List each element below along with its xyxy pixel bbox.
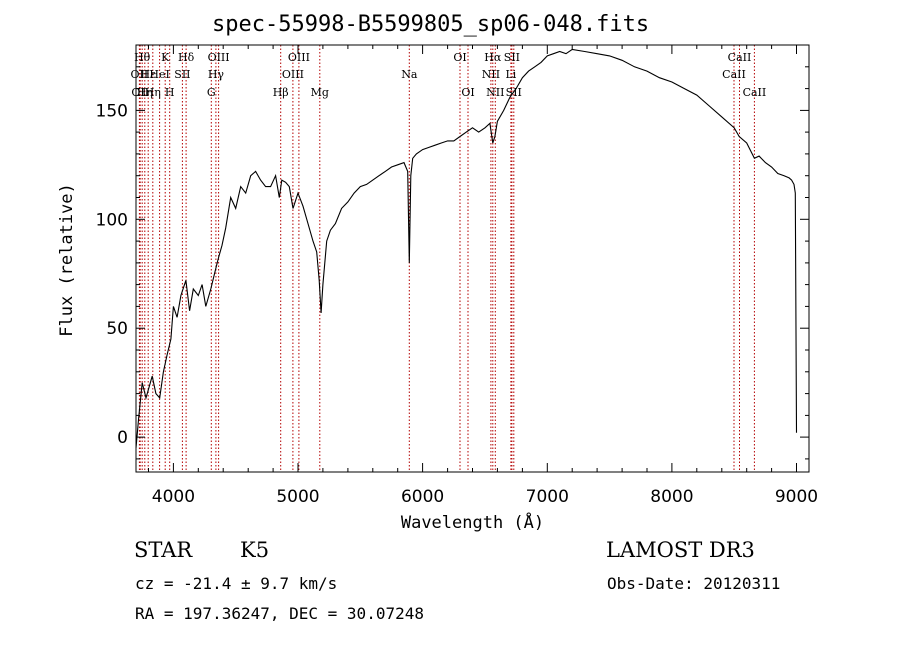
line-label: Hδ — [178, 51, 195, 64]
line-label: Na — [401, 68, 418, 81]
line-label: Mg — [311, 86, 329, 99]
line-label: OIII — [208, 51, 230, 64]
x-tick-label: 9000 — [775, 487, 818, 507]
line-label: Hθ — [134, 51, 151, 64]
chart-title: spec-55998-B5599805_sp06-048.fits — [212, 12, 650, 37]
y-tick-label: 0 — [117, 428, 128, 448]
x-tick-label: 8000 — [650, 487, 693, 507]
line-label: Li — [505, 68, 516, 81]
line-label: NII — [482, 68, 500, 81]
y-tick-label: 150 — [96, 101, 128, 121]
y-axis-label: Flux (relative) — [57, 183, 77, 337]
coordinates: RA = 197.36247, DEC = 30.07248 — [135, 604, 424, 623]
line-label: H — [165, 86, 175, 99]
line-label: Hη — [145, 86, 161, 99]
line-label: HeI — [149, 68, 169, 81]
x-tick-label: 4000 — [152, 487, 195, 507]
line-label: OIII — [282, 68, 304, 81]
x-tick-label: 7000 — [526, 487, 569, 507]
velocity-readout: cz = -21.4 ± 9.7 km/s — [135, 574, 338, 593]
line-label: CaII — [722, 68, 746, 81]
line-label: Hα — [484, 51, 502, 64]
line-label: G — [207, 86, 216, 99]
line-label: OI — [453, 51, 466, 64]
line-label: Hη — [137, 86, 153, 99]
class-label: STAR — [134, 538, 193, 562]
line-label: SII — [174, 68, 190, 81]
spectrum-line — [135, 48, 798, 449]
x-tick-label: 5000 — [276, 487, 319, 507]
line-label: NII — [486, 86, 504, 99]
line-label: CaII — [728, 51, 752, 64]
survey-label: LAMOST DR3 — [606, 538, 755, 562]
line-label: K — [161, 51, 170, 64]
line-label: Hε — [141, 68, 157, 81]
y-tick-label: 50 — [106, 319, 128, 339]
y-tick-label: 100 — [96, 210, 128, 230]
line-label: CaII — [743, 86, 767, 99]
line-label: OI — [461, 86, 474, 99]
x-tick-label: 6000 — [401, 487, 444, 507]
line-label: Hγ — [208, 68, 225, 81]
line-label: OIII — [288, 51, 310, 64]
subclass-label: K5 — [240, 538, 270, 562]
line-label: Hβ — [273, 86, 289, 99]
plot-frame — [135, 44, 810, 473]
obs-date: Obs-Date: 20120311 — [607, 574, 781, 593]
line-label: SII — [504, 51, 520, 64]
x-axis-label: Wavelength (Å) — [401, 511, 544, 533]
line-label: OII — [131, 68, 149, 81]
spectrum-plot: OIIOIIHθHηHεHηHeIKHSIIHδGHγOIIIHβOIIIOII… — [57, 44, 818, 533]
